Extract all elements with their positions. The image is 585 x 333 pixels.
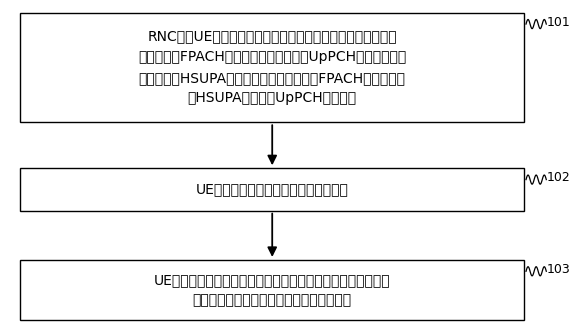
Text: UE切换到目标小区后，根据接收到的切换命令中携带的信息，
在目标小区主频点和辅频点上进行上行同步: UE切换到目标小区后，根据接收到的切换命令中携带的信息， 在目标小区主频点和辅频… (154, 273, 391, 307)
Text: RNC向该UE发送切换命令，其中携带有目标小区主频点上用于
普通接入的FPACH资源信息和该主频点的UpPCH位置信息，以
及目标小区HSUPA辅频点上用于增强: RNC向该UE发送切换命令，其中携带有目标小区主频点上用于 普通接入的FPACH… (138, 30, 407, 105)
Text: UE根据接收到的切换命令进行小区切换: UE根据接收到的切换命令进行小区切换 (196, 182, 349, 196)
Text: 101: 101 (547, 16, 571, 29)
Bar (20, 168, 524, 211)
Bar (20, 13, 524, 122)
Text: 103: 103 (547, 263, 571, 276)
Text: 102: 102 (547, 171, 571, 184)
Bar (20, 260, 524, 320)
